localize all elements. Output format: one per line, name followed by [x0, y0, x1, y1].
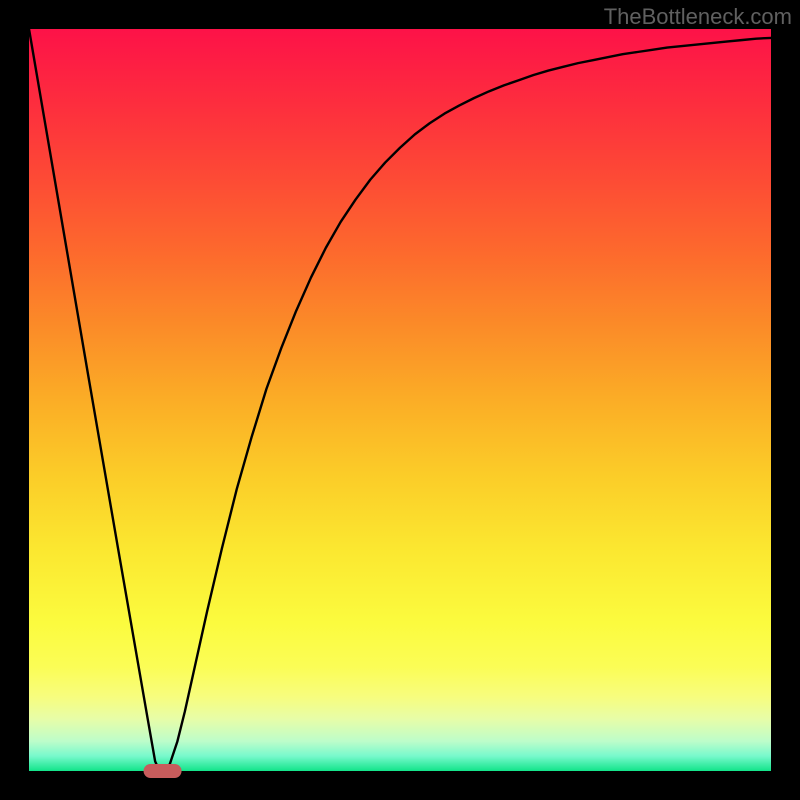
optimal-marker: [144, 764, 182, 778]
chart-container: TheBottleneck.com: [0, 0, 800, 800]
watermark-text: TheBottleneck.com: [604, 4, 792, 30]
plot-area: [29, 29, 771, 771]
bottleneck-chart: [0, 0, 800, 800]
